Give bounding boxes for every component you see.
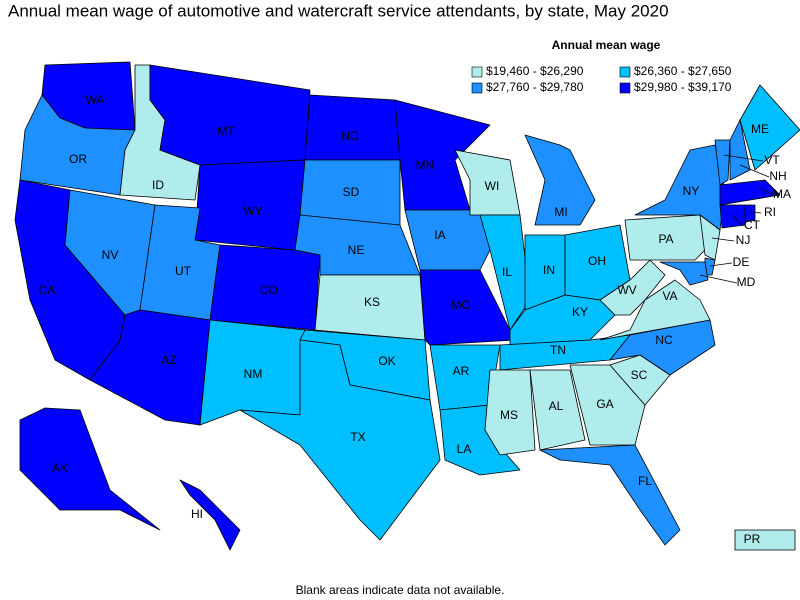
state: [719, 179, 781, 206]
state-label: LA: [457, 442, 472, 456]
state-label: KS: [364, 295, 380, 309]
legend: $19,460 - $26,290 $26,360 - $27,650 $27,76…: [471, 64, 732, 94]
state-label: WV: [617, 283, 636, 297]
state-label: MT: [217, 124, 235, 138]
state: [404, 209, 491, 271]
legend-swatch: [619, 82, 631, 94]
state-label: AZ: [161, 353, 176, 367]
state-label: NC: [655, 333, 673, 347]
state-label: SD: [343, 185, 360, 199]
legend-swatch: [471, 82, 483, 94]
state-label: MN: [416, 158, 435, 172]
state-label: AK: [52, 461, 68, 475]
state-label: MO: [451, 298, 470, 312]
legend-label: $27,760 - $29,780: [486, 80, 584, 94]
state-label: GA: [596, 397, 613, 411]
state: [569, 364, 646, 446]
state-label: NY: [683, 184, 700, 198]
legend-label: $29,980 - $39,170: [634, 80, 732, 94]
state-label: NV: [102, 248, 119, 262]
state-label: CO: [260, 283, 278, 297]
state: [239, 339, 441, 541]
state-label: WI: [485, 179, 500, 193]
state: [599, 259, 666, 316]
state-label: VT: [764, 153, 780, 167]
state: [539, 444, 681, 546]
leader-line: [709, 262, 733, 267]
state: [209, 244, 321, 331]
state: [659, 261, 709, 286]
state: [419, 269, 516, 346]
state-label: AR: [453, 364, 470, 378]
legend-swatch: [619, 66, 631, 78]
state-label: NH: [769, 169, 786, 183]
state-label: OH: [588, 254, 606, 268]
state-label: RI: [764, 205, 776, 219]
state-label: NJ: [736, 233, 751, 247]
leader-line: [699, 274, 738, 284]
legend-label: $19,460 - $26,290: [486, 64, 584, 78]
state-label: CT: [744, 218, 761, 232]
state-label: PA: [658, 232, 673, 246]
map-title: Annual mean wage of automotive and water…: [8, 1, 669, 20]
state: [529, 369, 586, 451]
state-label: TN: [550, 343, 566, 357]
state-label: AL: [549, 399, 564, 413]
leader-line: [749, 211, 762, 214]
state: [484, 369, 536, 456]
state-label: HI: [191, 507, 203, 521]
state: [714, 139, 731, 186]
state-label: OK: [378, 354, 395, 368]
state-label: VA: [662, 289, 677, 303]
state-label: NE: [348, 243, 365, 257]
leader-line: [711, 237, 735, 242]
state-label: CA: [39, 283, 56, 297]
state-label: ME: [751, 122, 769, 136]
state-label: ID: [152, 178, 164, 192]
state: [624, 214, 711, 261]
state-label: SC: [631, 368, 648, 382]
footnote: Blank areas indicate data not available.: [296, 583, 505, 597]
state-label: MI: [554, 205, 567, 219]
state: [479, 214, 531, 331]
leader-line: [739, 164, 770, 178]
state-label: PR: [744, 532, 761, 546]
state: [524, 134, 596, 226]
state: [734, 529, 796, 551]
state: [304, 94, 401, 161]
state-label: MD: [737, 275, 756, 289]
state-label: IL: [502, 265, 512, 279]
legend-swatch: [471, 66, 483, 78]
leader-line: [759, 187, 774, 196]
state-label: MS: [500, 408, 518, 422]
state: [729, 119, 751, 181]
state-label: OR: [69, 152, 87, 166]
state-label: NM: [244, 367, 263, 381]
state: [19, 407, 161, 531]
state: [179, 479, 241, 551]
state: [739, 84, 800, 171]
state-label: MA: [773, 187, 791, 201]
state-label: TX: [350, 430, 365, 444]
legend-title: Annual mean wage: [552, 38, 661, 52]
leader-line: [732, 215, 744, 227]
state: [149, 64, 311, 166]
state-label: WA: [86, 93, 105, 107]
state-label: UT: [175, 264, 192, 278]
state-label: KY: [572, 305, 588, 319]
legend-label: $26,360 - $27,650: [634, 64, 732, 78]
state: [599, 279, 711, 341]
state-label: WY: [243, 204, 262, 218]
state: [609, 319, 716, 376]
states: WA OR ID CA NV MT WY UT AZ CO NM ND SD NE KS OK TX MN IA MO…: [14, 61, 800, 551]
state-label: IN: [543, 263, 555, 277]
state-label: FL: [638, 474, 652, 488]
state-label: ND: [341, 129, 359, 143]
state-label: IA: [434, 228, 445, 242]
state-label: DE: [733, 255, 750, 269]
leader-line: [723, 154, 764, 162]
